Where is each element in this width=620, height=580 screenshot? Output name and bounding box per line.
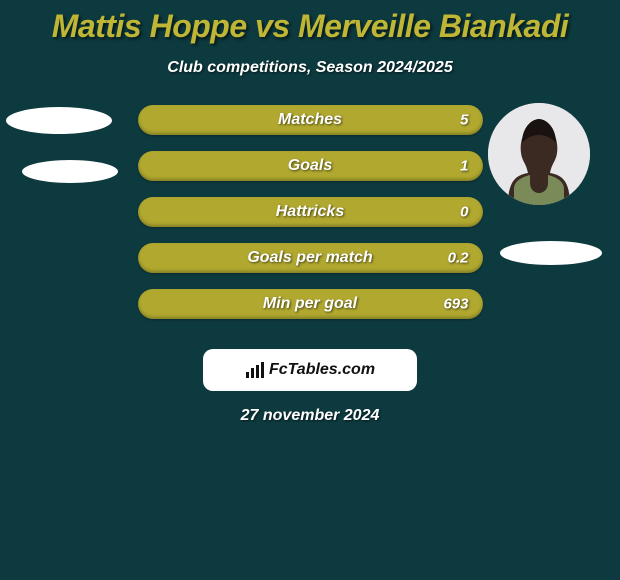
comparison-title: Mattis Hoppe vs Merveille Biankadi [0, 8, 620, 45]
stat-row: Goals 1 [0, 149, 620, 183]
stat-row: Goals per match 0.2 [0, 241, 620, 275]
stat-value-right: 1 [460, 158, 468, 175]
stat-pill-min-per-goal: Min per goal 693 [138, 289, 483, 319]
stat-row: Min per goal 693 [0, 287, 620, 321]
stat-label: Min per goal [263, 295, 357, 313]
stat-value-right: 0 [460, 204, 468, 221]
stat-value-right: 693 [443, 296, 468, 313]
comparison-subtitle: Club competitions, Season 2024/2025 [0, 59, 620, 77]
brand-text: FcTables.com [269, 361, 375, 379]
stat-row: Matches 5 [0, 103, 620, 137]
stat-label: Hattricks [276, 203, 344, 221]
stats-area: Matches 5 Goals 1 Hattricks 0 Goals per … [0, 103, 620, 321]
infographic-date: 27 november 2024 [0, 407, 620, 425]
stat-pill-hattricks: Hattricks 0 [138, 197, 483, 227]
brand-box: FcTables.com [203, 349, 417, 391]
stat-label: Matches [278, 111, 342, 129]
stat-value-right: 5 [460, 112, 468, 129]
stat-value-right: 0.2 [448, 250, 469, 267]
stat-row: Hattricks 0 [0, 195, 620, 229]
stat-label: Goals per match [247, 249, 372, 267]
stat-pill-goals: Goals 1 [138, 151, 483, 181]
stat-pill-matches: Matches 5 [138, 105, 483, 135]
bar-chart-icon [245, 361, 265, 379]
infographic-container: Mattis Hoppe vs Merveille Biankadi Club … [0, 0, 620, 580]
stat-label: Goals [288, 157, 332, 175]
stat-pill-goals-per-match: Goals per match 0.2 [138, 243, 483, 273]
